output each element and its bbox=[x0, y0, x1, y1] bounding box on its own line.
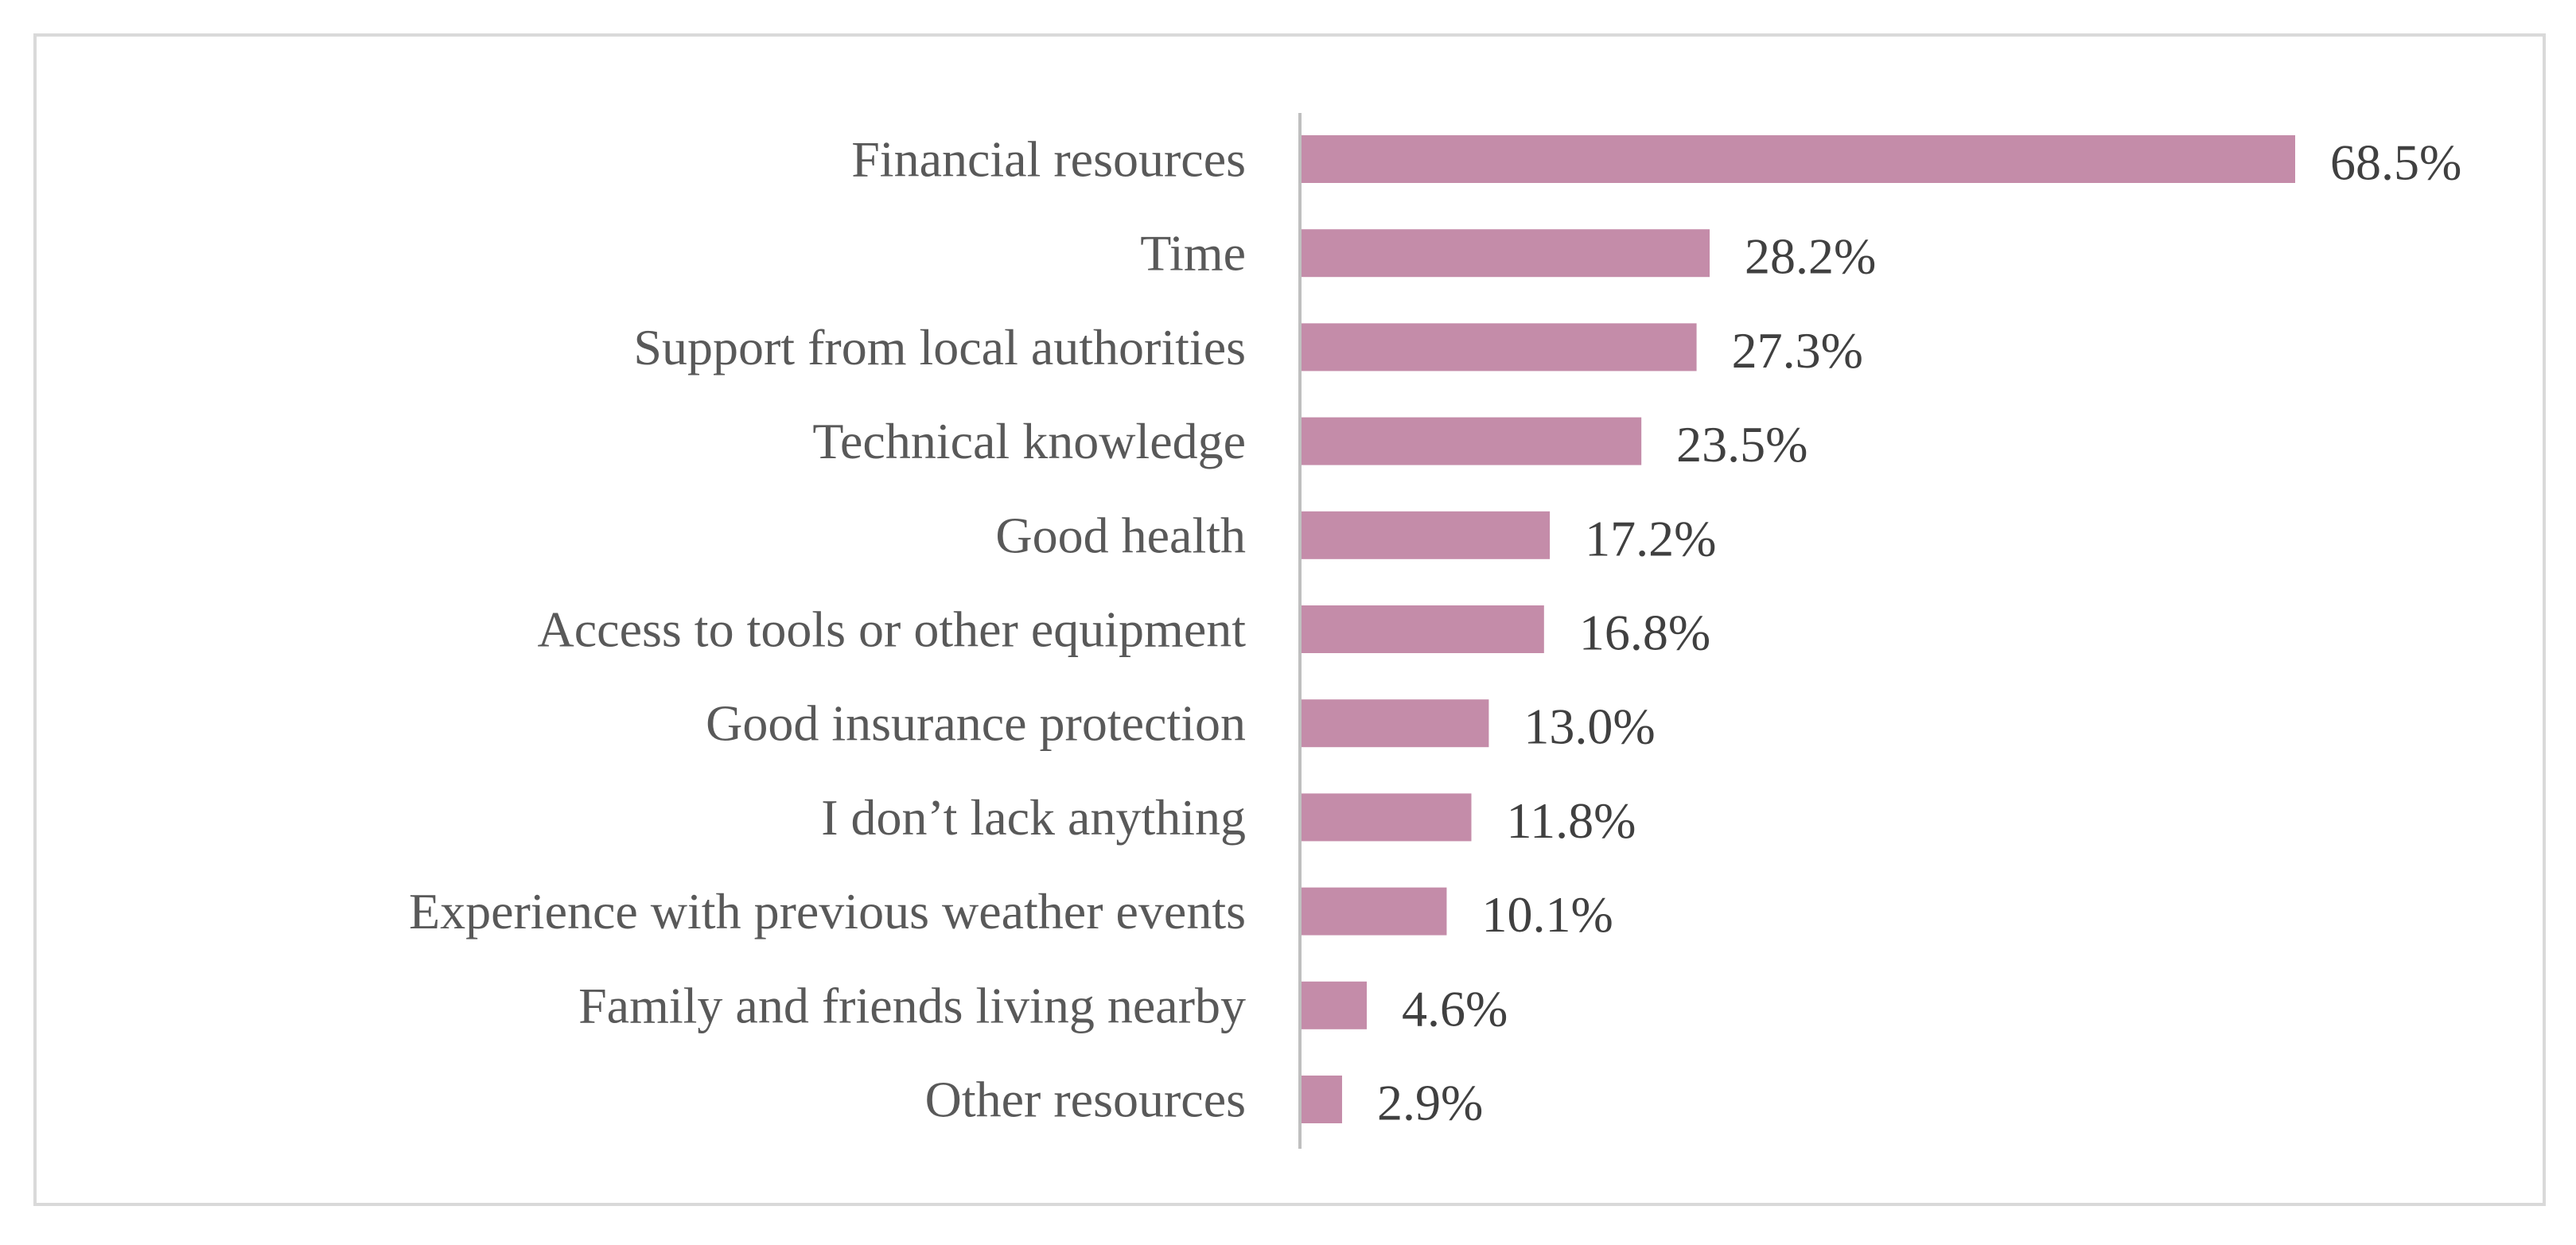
labels-layer: Financial resources 68.5% Time 28.2% Support… bbox=[409, 131, 2461, 1131]
data-label: 17.2% bbox=[1585, 510, 1716, 566]
bar bbox=[1300, 887, 1447, 936]
category-label: I don’t lack anything bbox=[821, 789, 1246, 846]
bar bbox=[1300, 323, 1697, 372]
data-label: 13.0% bbox=[1523, 698, 1655, 755]
category-label: Support from local authorities bbox=[633, 319, 1246, 375]
bar bbox=[1300, 605, 1544, 653]
bar bbox=[1300, 135, 2295, 183]
category-label: Family and friends living nearby bbox=[578, 977, 1246, 1033]
bars-layer bbox=[1300, 135, 2295, 1123]
category-label: Time bbox=[1140, 225, 1246, 282]
category-label: Experience with previous weather events bbox=[409, 883, 1246, 940]
data-label: 68.5% bbox=[2330, 134, 2461, 191]
data-label: 23.5% bbox=[1676, 416, 1807, 473]
data-label: 2.9% bbox=[1377, 1075, 1483, 1131]
data-label: 4.6% bbox=[1402, 980, 1508, 1037]
bar bbox=[1300, 981, 1368, 1029]
data-label: 16.8% bbox=[1579, 605, 1710, 661]
category-label: Access to tools or other equipment bbox=[538, 601, 1247, 658]
data-label: 10.1% bbox=[1481, 886, 1613, 943]
category-label: Financial resources bbox=[851, 131, 1246, 188]
data-label: 27.3% bbox=[1732, 322, 1863, 379]
bar bbox=[1300, 793, 1472, 842]
category-label: Good insurance protection bbox=[706, 695, 1246, 752]
bar bbox=[1300, 417, 1642, 465]
data-label: 11.8% bbox=[1507, 792, 1636, 849]
bar bbox=[1300, 699, 1489, 748]
bar bbox=[1300, 1076, 1342, 1123]
bar bbox=[1300, 229, 1710, 278]
category-label: Other resources bbox=[925, 1072, 1246, 1128]
data-label: 28.2% bbox=[1745, 228, 1876, 285]
chart-frame bbox=[33, 33, 2546, 1206]
category-label: Good health bbox=[995, 507, 1246, 563]
bar bbox=[1300, 511, 1551, 559]
category-label: Technical knowledge bbox=[812, 413, 1246, 469]
